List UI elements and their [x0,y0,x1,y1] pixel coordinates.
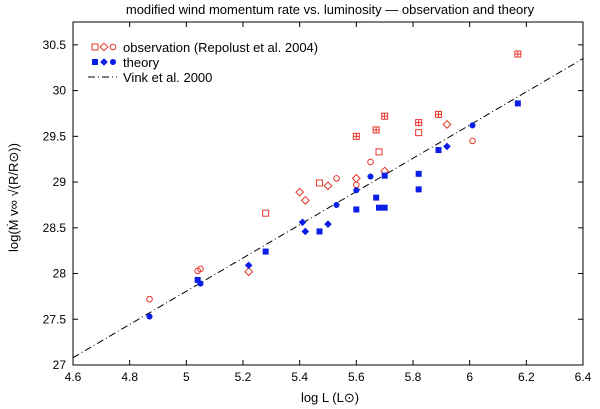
theory-point [353,187,360,194]
x-tick-label: 6 [466,370,473,384]
theory-point [316,228,323,235]
theory-point [381,204,388,211]
theory-point [244,261,253,270]
x-tick-label: 4.8 [121,370,138,384]
theory-point [367,173,374,180]
x-tick-label: 5.8 [405,370,422,384]
x-tick-label: 5.4 [291,370,308,384]
legend-theory-circle [109,58,117,66]
theory-point [353,206,360,213]
observation-point [415,129,423,137]
x-tick-label: 5.2 [235,370,252,384]
observation-point [262,209,270,217]
x-tick-label: 6.4 [575,370,592,384]
observation-point [375,148,383,156]
y-axis-title-text: log(Ṁ v∞ √(R/R⊙)) [6,143,21,252]
observation-point [295,187,305,197]
observation-point [197,265,204,273]
legend-observation-label: observation (Repolust et al. 2004) [123,40,318,55]
plot-frame [72,21,584,366]
x-tick-label: 5 [183,370,190,384]
legend-theory-square [92,59,98,65]
y-tick-label: 28.5 [43,221,67,235]
theory-point [262,248,269,255]
theory-point [514,100,521,107]
observation-point [244,267,254,277]
theory-point [435,147,442,154]
observation-point [300,195,310,205]
y-tick-label: 27 [53,358,67,372]
observation-point [514,50,522,58]
theory-point [146,313,153,320]
theory-point [197,280,204,287]
legend-vink-label: Vink et al. 2000 [123,70,212,85]
legend-observation-circle [109,43,117,51]
observation-point [435,110,442,118]
plot-area [72,50,584,359]
observation-point [442,119,452,129]
x-tick-label: 6.2 [518,370,535,384]
y-tick-label: 29.5 [43,129,67,143]
observation-point [372,126,380,134]
chart-title: modified wind momentum rate vs. luminosi… [126,2,535,17]
observation-point [316,179,323,187]
legend-background [83,31,353,85]
y-tick-label: 28 [53,267,67,281]
x-tick-label: 5.6 [348,370,365,384]
legend-theory-diamond [100,58,108,66]
theory-point [415,186,422,193]
observation-point [323,181,333,191]
theory-point [324,220,332,228]
observation-point [469,137,476,145]
x-axis-title: log L (L⊙) [301,390,359,405]
observation-point [352,132,360,140]
legend-observation-square [91,43,99,51]
observation-point [333,175,340,182]
observation-point [146,295,153,303]
y-tick-label: 27.5 [43,312,67,326]
observation-point [367,158,374,166]
theory-point [333,201,340,208]
y-tick-label: 30 [53,84,67,98]
legend-observation-diamond [99,42,109,52]
y-tick-label: 30.5 [43,38,67,52]
y-axis-title: log(Ṁ v∞ √(R/R⊙)) [6,143,21,252]
legend-theory-symbols [92,58,117,66]
theory-point [415,170,422,177]
theory-series [146,100,521,320]
observation-series [146,50,522,303]
theory-point [373,194,380,201]
theory-point [376,204,382,211]
theory-point [194,276,201,283]
x-axis: 4.6 4.8 5 5.2 5.4 5.6 5.8 6 6.2 6.4 [65,22,592,384]
x-tick-label: 4.6 [65,370,82,384]
observation-point [415,119,423,127]
theory-point [469,122,476,129]
legend-theory-label: theory [123,55,160,70]
theory-point [301,227,310,236]
observation-point [351,173,361,183]
theory-point [298,218,307,227]
y-axis: 27 27.5 28 28.5 29 29.5 30 30.5 [43,38,583,372]
observation-point [381,112,389,120]
vink-fit-line [72,58,584,359]
theory-point [381,172,388,179]
legend-observation-symbols [91,42,117,52]
legend: observation (Repolust et al. 2004) theor… [83,31,353,85]
y-tick-label: 29 [53,175,67,189]
theory-point [443,142,451,151]
